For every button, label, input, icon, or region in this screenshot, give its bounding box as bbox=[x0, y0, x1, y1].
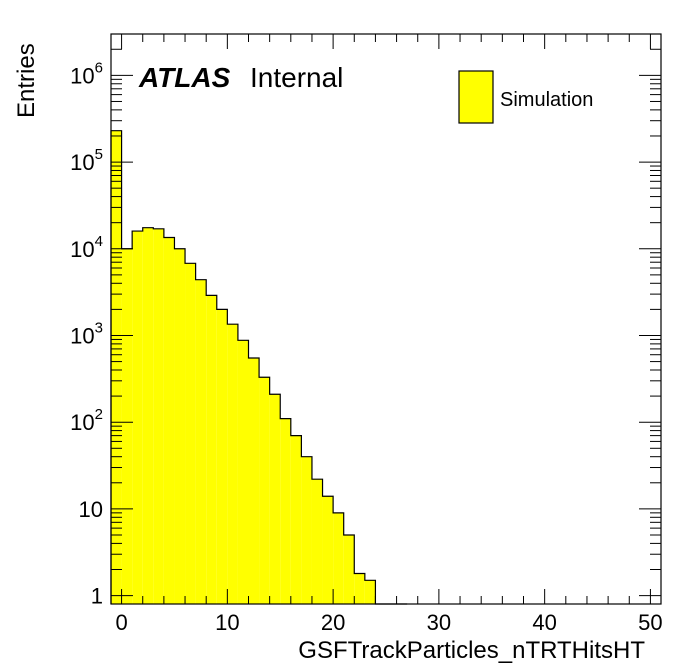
x-tick-label: 40 bbox=[532, 610, 556, 635]
x-tick-label: 20 bbox=[321, 610, 345, 635]
histogram-bin bbox=[237, 340, 249, 604]
histogram-bin bbox=[227, 324, 238, 604]
legend-entry-simulation: Simulation bbox=[500, 89, 593, 111]
x-tick-label: 0 bbox=[115, 610, 127, 635]
y-axis-title: Entries bbox=[13, 43, 40, 118]
y-tick-label: 103 bbox=[70, 319, 103, 348]
histogram-bin bbox=[206, 295, 217, 604]
histogram-bin bbox=[185, 263, 196, 604]
histogram-bin bbox=[301, 456, 312, 604]
histogram-bin bbox=[195, 279, 207, 604]
histogram-bin bbox=[248, 357, 260, 604]
histogram-bin bbox=[343, 534, 355, 604]
histogram-bin bbox=[364, 580, 376, 604]
histogram-bin bbox=[311, 479, 323, 604]
x-tick-labels: 0 10 20 30 40 50 bbox=[115, 610, 662, 635]
legend-swatch bbox=[458, 70, 494, 124]
y-axis-ticks bbox=[111, 33, 661, 597]
histogram-bin bbox=[269, 394, 281, 604]
histogram-bars bbox=[111, 130, 376, 605]
y-tick-labels: 1 10 102 103 104 105 106 bbox=[70, 59, 103, 608]
histogram-bin bbox=[333, 512, 344, 604]
histogram-bin bbox=[132, 231, 143, 605]
histogram-bin bbox=[111, 130, 122, 604]
x-tick-label: 50 bbox=[638, 610, 662, 635]
y-tick-label: 106 bbox=[70, 59, 103, 88]
y-tick-label: 104 bbox=[70, 233, 103, 262]
y-tick-label: 102 bbox=[70, 406, 103, 435]
histogram-bin bbox=[121, 248, 133, 605]
internal-label: Internal bbox=[250, 62, 343, 93]
y-tick-label: 10 bbox=[79, 497, 103, 522]
histogram-outline bbox=[110, 130, 408, 605]
x-tick-label: 10 bbox=[215, 610, 239, 635]
y-tick-label: 105 bbox=[70, 146, 103, 175]
histogram-bin bbox=[290, 435, 302, 604]
histogram-bin bbox=[142, 227, 154, 604]
legend: Simulation bbox=[458, 70, 593, 124]
x-axis-title: GSFTrackParticles_nTRTHitsHT bbox=[298, 637, 645, 664]
histogram-bin bbox=[216, 309, 228, 604]
x-tick-label: 30 bbox=[427, 610, 451, 635]
atlas-label: ATLAS bbox=[138, 62, 231, 93]
y-tick-label: 1 bbox=[91, 584, 103, 609]
histogram-bin bbox=[153, 228, 164, 605]
plot-frame bbox=[110, 33, 662, 605]
histogram-bin bbox=[174, 248, 186, 605]
histogram-bin bbox=[322, 496, 334, 604]
histogram-bin bbox=[354, 573, 365, 604]
histogram-bin bbox=[163, 237, 175, 604]
x-axis-ticks bbox=[121, 34, 651, 604]
histogram-bin bbox=[280, 418, 291, 604]
histogram-bin bbox=[259, 377, 270, 604]
